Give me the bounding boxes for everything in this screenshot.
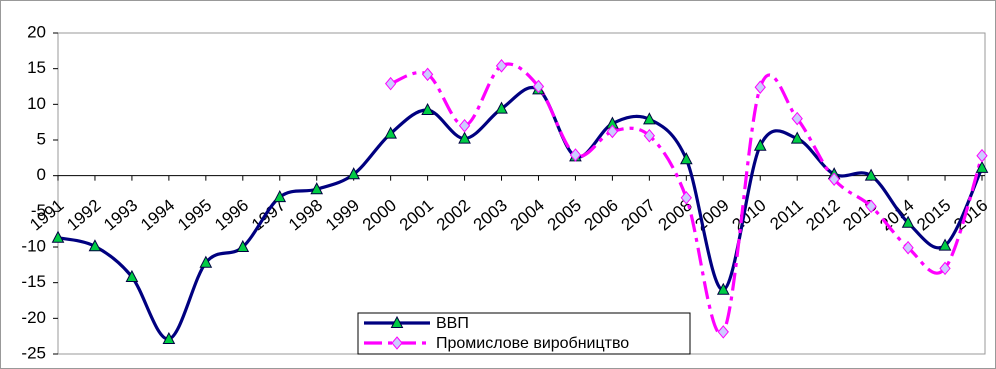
marker [716, 282, 730, 295]
y-tick-label: 15 [27, 58, 46, 77]
marker [51, 230, 65, 243]
marker [717, 325, 729, 339]
marker [643, 112, 656, 125]
marker [421, 67, 434, 82]
marker [458, 131, 471, 144]
marker [236, 239, 250, 252]
marker [939, 261, 951, 276]
marker [310, 182, 324, 195]
marker [421, 102, 434, 116]
marker [347, 167, 361, 180]
marker [495, 101, 508, 114]
y-tick-label: -15 [21, 272, 46, 291]
marker [865, 199, 877, 214]
marker [495, 59, 508, 73]
y-tick-label: -10 [21, 236, 46, 255]
y-tick-label: 5 [37, 129, 46, 148]
marker [458, 118, 471, 133]
y-tick-label: 0 [37, 165, 46, 184]
legend: ВВП Промислове виробництво [357, 312, 691, 355]
marker [384, 76, 397, 91]
marker [754, 80, 766, 94]
marker [790, 131, 804, 144]
y-tick-label: -20 [21, 308, 46, 327]
marker [679, 152, 693, 165]
y-tick-label: -25 [21, 343, 46, 362]
marker [828, 172, 840, 187]
marker [680, 190, 692, 205]
marker [199, 255, 213, 268]
marker [162, 331, 176, 345]
marker [273, 189, 287, 203]
marker [975, 160, 989, 173]
marker [938, 238, 952, 251]
legend-label: ВВП [436, 315, 469, 332]
marker [532, 79, 545, 94]
y-tick-label: 10 [27, 94, 46, 113]
marker [125, 269, 139, 282]
marker [902, 240, 914, 255]
y-tick-label: 20 [27, 22, 46, 41]
marker [791, 111, 803, 126]
marker [753, 138, 767, 151]
marker [976, 148, 988, 163]
marker [390, 315, 404, 328]
plot-area [57, 32, 986, 355]
marker [643, 128, 656, 143]
marker [384, 126, 397, 139]
marker [864, 168, 878, 181]
marker [901, 215, 915, 228]
marker [606, 124, 619, 139]
marker [569, 148, 582, 162]
marker [391, 336, 403, 350]
legend-label: Промислове виробництво [436, 335, 629, 352]
marker [88, 239, 102, 252]
y-tick-label: -5 [31, 201, 46, 220]
legend-box [357, 312, 691, 355]
